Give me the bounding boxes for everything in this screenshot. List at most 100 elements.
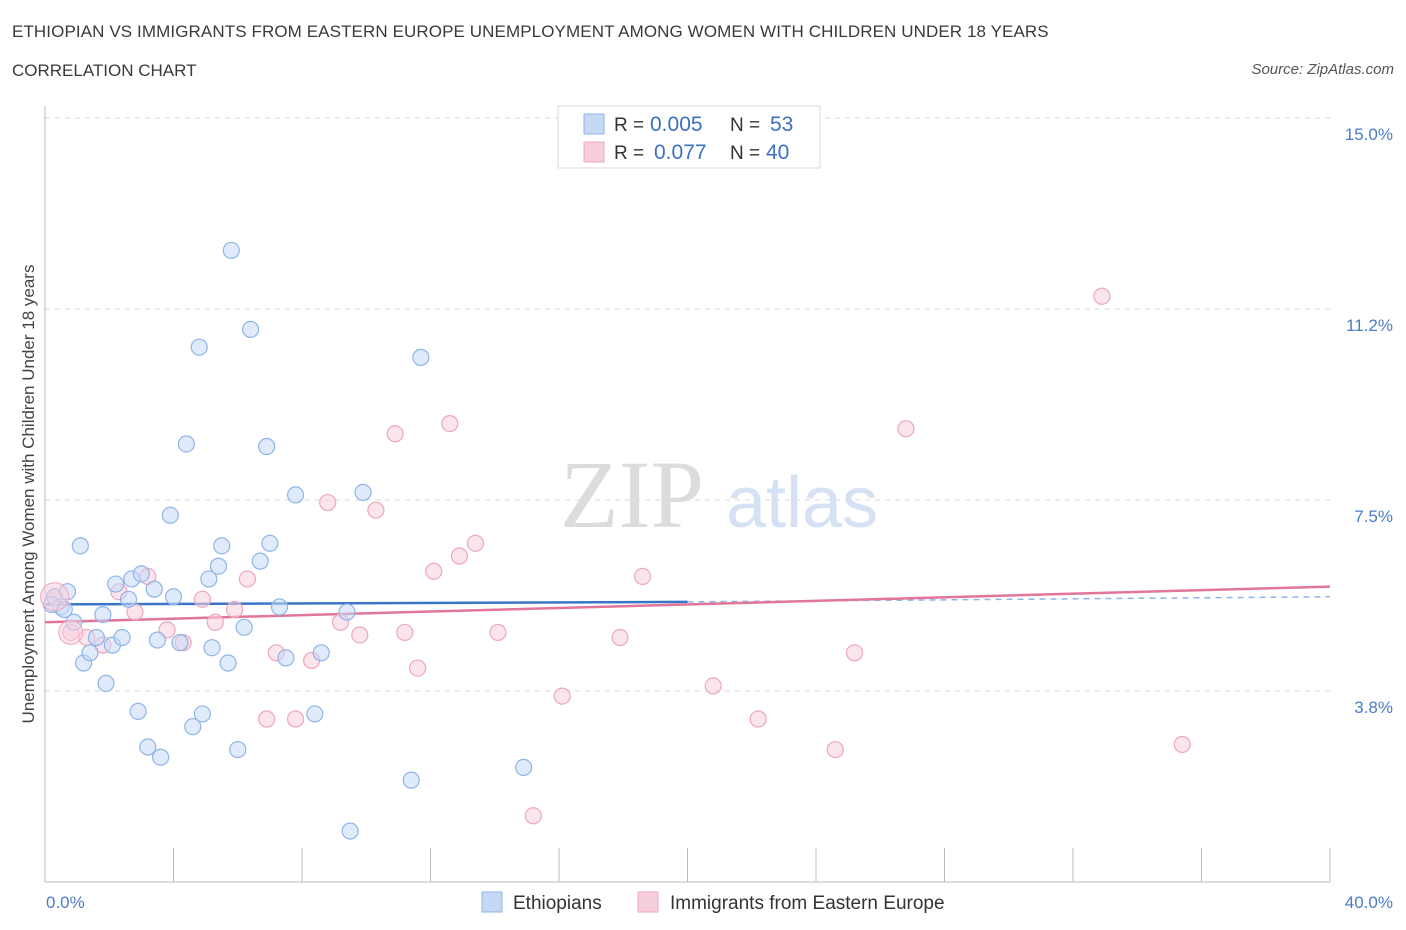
immigrant-point-10 bbox=[206, 613, 224, 631]
legend-r-label-1: R = bbox=[614, 115, 644, 136]
ethiopian-point-25 bbox=[177, 435, 195, 453]
immigrant-trend-line bbox=[44, 585, 1331, 624]
legend-n-value-1: 53 bbox=[770, 113, 793, 136]
ethiopian-point-7 bbox=[81, 644, 99, 662]
ethiopian-point-12 bbox=[107, 575, 125, 593]
immigrant-point-27 bbox=[466, 534, 485, 552]
ethiopian-point-9 bbox=[94, 605, 112, 624]
top-legend: R = 0.005 N = 53 R = 0.077 N = 40 bbox=[557, 105, 821, 169]
immigrant-point-22 bbox=[396, 623, 414, 642]
immigrant-point-33 bbox=[704, 677, 722, 695]
ethiopian-point-28 bbox=[193, 705, 212, 723]
ethiopian-point-39 bbox=[258, 437, 276, 456]
immigrant-point-36 bbox=[845, 644, 864, 662]
y-tick-label-2: 11.2% bbox=[1346, 316, 1393, 335]
ethiopian-point-46 bbox=[338, 603, 356, 621]
immigrant-point-12 bbox=[238, 570, 256, 588]
ethiopian-point-14 bbox=[119, 590, 138, 608]
immigrant-point-32 bbox=[633, 567, 652, 586]
x-tick-label-min: 0.0% bbox=[46, 893, 85, 912]
legend-r-value-1: 0.005 bbox=[650, 113, 703, 136]
ethiopian-point-26 bbox=[184, 718, 202, 736]
y-tick-label-1: 7.5% bbox=[1354, 507, 1393, 526]
axes bbox=[44, 106, 1331, 883]
ethiopian-point-23 bbox=[164, 588, 183, 606]
immigrant-point-24 bbox=[425, 562, 443, 580]
ethiopian-point-20 bbox=[148, 631, 167, 649]
immigrant-point-31 bbox=[611, 628, 629, 647]
watermark: ZIP atlas bbox=[560, 441, 878, 548]
ethiopian-point-13 bbox=[113, 628, 131, 647]
legend-n-label-2: N = bbox=[730, 143, 760, 164]
ethiopian-point-45 bbox=[312, 644, 330, 662]
chart-subtitle: CORRELATION CHART bbox=[12, 61, 197, 80]
immigrant-point-large-2 bbox=[58, 619, 84, 645]
y-axis-label: Unemployment Among Women with Children U… bbox=[19, 265, 38, 724]
ethiopian-point-8 bbox=[87, 628, 106, 647]
y-tick-label-0: 3.8% bbox=[1354, 698, 1393, 717]
legend-swatch-ethiopians bbox=[583, 113, 605, 135]
ethiopian-point-43 bbox=[286, 486, 305, 504]
ethiopian-point-22 bbox=[161, 506, 179, 524]
ethiopian-point-27 bbox=[190, 338, 208, 356]
ethiopian-point-29 bbox=[200, 570, 218, 588]
immigrant-point-28 bbox=[489, 623, 507, 642]
ethiopian-point-47 bbox=[341, 822, 359, 840]
y-tick-labels: 3.8% 7.5% 11.2% 15.0% bbox=[1345, 125, 1393, 717]
immigrant-point-23 bbox=[409, 659, 427, 677]
immigrant-point-9 bbox=[193, 590, 212, 608]
legend-n-label-1: N = bbox=[730, 115, 760, 136]
trend-lines bbox=[44, 585, 1331, 624]
immigrant-point-39 bbox=[1173, 735, 1191, 754]
ethiopian-point-41 bbox=[270, 598, 289, 616]
ethiopian-point-35 bbox=[229, 740, 247, 759]
watermark-zip: ZIP bbox=[560, 441, 704, 548]
ethiopian-point-5 bbox=[71, 537, 89, 555]
ethiopian-point-40 bbox=[261, 534, 279, 552]
ethiopian-point-10 bbox=[97, 674, 115, 692]
bottom-legend-swatch-immigrants bbox=[637, 891, 659, 913]
immigrant-point-19 bbox=[351, 626, 369, 644]
ethiopian-point-42 bbox=[277, 649, 295, 667]
ethiopian-point-19 bbox=[145, 580, 163, 598]
ethiopian-point-21 bbox=[152, 748, 170, 766]
immigrant-point-25 bbox=[441, 415, 459, 433]
ethiopian-trend-line bbox=[44, 600, 688, 606]
ethiopian-point-36 bbox=[235, 618, 253, 636]
immigrant-point-20 bbox=[367, 501, 385, 519]
ethiopian-point-24 bbox=[171, 634, 189, 652]
immigrant-point-38 bbox=[1093, 287, 1111, 305]
legend-r-label-2: R = bbox=[614, 143, 644, 164]
ethiopian-point-51 bbox=[515, 758, 533, 777]
immigrant-point-29 bbox=[524, 807, 542, 825]
chart-title: ETHIOPIAN VS IMMIGRANTS FROM EASTERN EUR… bbox=[12, 22, 1049, 41]
immigrant-point-26 bbox=[450, 547, 469, 565]
immigrant-point-17 bbox=[319, 493, 337, 512]
ethiopian-point-44 bbox=[306, 705, 324, 723]
bottom-legend-swatch-ethiopians bbox=[481, 891, 503, 913]
ethiopian-point-32 bbox=[213, 537, 231, 555]
watermark-atlas: atlas bbox=[726, 463, 878, 543]
ethiopian-point-48 bbox=[354, 483, 372, 501]
ethiopian-point-33 bbox=[219, 654, 237, 672]
y-tick-label-3: 15.0% bbox=[1345, 125, 1393, 144]
immigrant-point-34 bbox=[749, 710, 767, 728]
bottom-legend-ethiopians: Ethiopians bbox=[513, 893, 602, 914]
legend-r-value-2: 0.077 bbox=[654, 141, 707, 164]
ethiopian-point-16 bbox=[129, 702, 147, 720]
ethiopian-point-34 bbox=[222, 241, 240, 260]
bottom-legend-immigrants: Immigrants from Eastern Europe bbox=[670, 893, 945, 914]
source-label: Source: ZipAtlas.com bbox=[1251, 61, 1394, 78]
immigrant-point-11 bbox=[225, 600, 244, 619]
immigrant-point-large bbox=[40, 582, 70, 612]
bottom-legend: Ethiopians Immigrants from Eastern Europ… bbox=[481, 891, 945, 914]
ethiopian-point-50 bbox=[412, 348, 430, 366]
data-points bbox=[40, 241, 1191, 840]
ethiopian-point-30 bbox=[203, 639, 221, 657]
immigrant-point-30 bbox=[553, 687, 571, 705]
x-tick-labels: 0.0% 40.0% bbox=[46, 893, 1393, 912]
ethiopian-point-38 bbox=[251, 552, 269, 570]
ethiopian-point-49 bbox=[402, 771, 420, 789]
ethiopian-trend-extension bbox=[687, 596, 1331, 603]
legend-n-value-2: 40 bbox=[766, 141, 789, 164]
